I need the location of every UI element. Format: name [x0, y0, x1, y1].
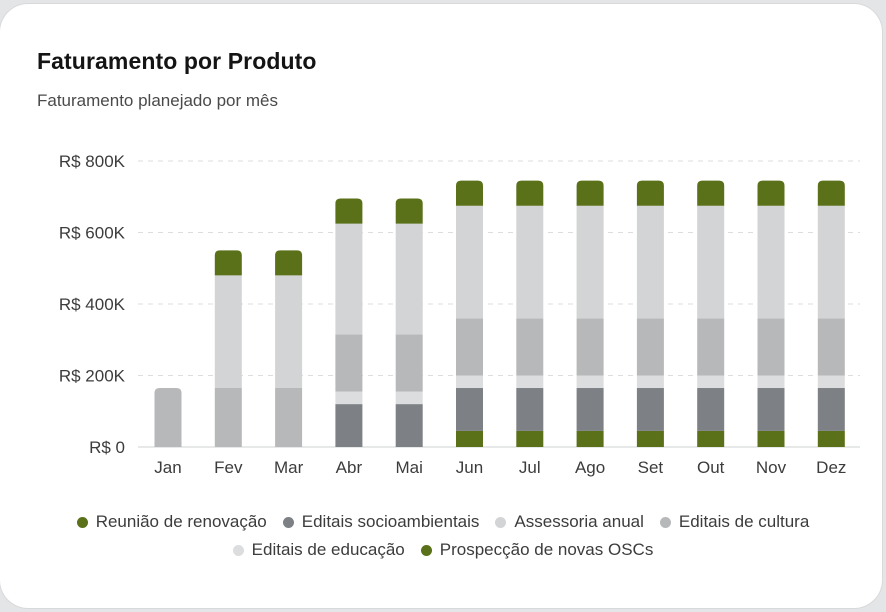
legend-swatch	[495, 516, 507, 528]
bar-segment	[636, 388, 664, 431]
bar-segment	[395, 391, 423, 405]
bar-segment	[395, 404, 423, 447]
legend-item: Prospecção de novas OSCs	[420, 540, 654, 560]
bar-segment	[697, 388, 725, 431]
legend-item: Editais de cultura	[659, 512, 810, 532]
x-tick-label: Dez	[816, 458, 846, 477]
bar-segment	[335, 404, 363, 447]
bar-segment	[395, 223, 423, 335]
legend-swatch	[76, 516, 88, 528]
bar-segment	[697, 430, 725, 447]
bar-segment	[636, 318, 664, 376]
legend-item: Reunião de renovação	[76, 512, 267, 532]
bar-segment	[516, 318, 544, 376]
bar-segment	[757, 205, 785, 319]
chart-subtitle: Faturamento planejado por mês	[37, 91, 278, 110]
x-tick-label: Fev	[214, 458, 243, 477]
legend-item: Editais de educação	[232, 540, 405, 560]
bar-segment	[456, 318, 483, 376]
bar-segment	[757, 388, 785, 431]
chart-title: Faturamento por Produto	[37, 48, 317, 74]
legend-label: Editais socioambientais	[301, 512, 480, 531]
bar-segment	[817, 375, 845, 389]
chart-card: Faturamento por Produto Faturamento plan…	[0, 4, 882, 608]
bar-segment	[576, 318, 604, 376]
bar-segment	[576, 180, 604, 206]
bar-segment	[214, 250, 242, 276]
x-tick-label: Jan	[154, 458, 181, 477]
bar-segment	[576, 430, 604, 447]
bar-segment	[817, 205, 845, 319]
bar-segment	[576, 375, 604, 389]
y-tick-label: R$ 400K	[59, 295, 126, 314]
bar-segment	[636, 430, 664, 447]
bar-segment	[576, 388, 604, 431]
bar-segment	[697, 318, 725, 376]
x-tick-label: Mar	[274, 458, 304, 477]
bar-segment	[817, 430, 845, 447]
bar-segment	[697, 180, 725, 206]
bar-segment	[516, 388, 544, 431]
chart-legend: Reunião de renovação Editais socioambient…	[40, 512, 846, 560]
bar-segment	[516, 205, 544, 319]
legend-swatch	[420, 544, 432, 556]
bar-segment	[154, 388, 182, 447]
legend-swatch	[659, 516, 671, 528]
legend-label: Assessoria anual	[514, 512, 644, 531]
bar-segment	[214, 275, 242, 389]
bar-segment	[636, 180, 664, 206]
bar-segment	[395, 334, 423, 392]
bar-segment	[757, 430, 785, 447]
y-tick-label: R$ 800K	[59, 152, 126, 171]
bar-segment	[214, 388, 242, 447]
x-tick-label: Ago	[575, 458, 605, 477]
x-tick-label: Abr	[336, 458, 363, 477]
legend-label: Editais de educação	[251, 540, 405, 559]
bar-segment	[516, 430, 544, 447]
x-tick-label: Set	[638, 458, 664, 477]
bar-segment	[456, 430, 483, 447]
legend-swatch	[232, 544, 244, 556]
legend-label: Editais de cultura	[678, 512, 810, 531]
x-tick-label: Jun	[456, 458, 483, 477]
bar-segment	[697, 205, 725, 319]
y-tick-label: R$ 0	[89, 438, 125, 457]
bar-segment	[817, 388, 845, 431]
bar-segment	[697, 375, 725, 389]
bar-segment	[636, 205, 664, 319]
y-tick-label: R$ 600K	[59, 224, 126, 243]
bar-segment	[516, 375, 544, 389]
x-tick-label: Nov	[756, 458, 787, 477]
bar-segment	[576, 205, 604, 319]
x-tick-label: Out	[697, 458, 725, 477]
bar-segment	[275, 388, 303, 447]
bar-segment	[456, 205, 483, 319]
legend-item: Editais socioambientais	[282, 512, 480, 532]
bar-segment	[757, 318, 785, 376]
x-tick-label: Mai	[395, 458, 422, 477]
bar-segment	[456, 375, 483, 389]
bar-segment	[335, 198, 363, 224]
legend-label: Prospecção de novas OSCs	[439, 540, 654, 559]
bar-segment	[757, 375, 785, 389]
bar-segment	[817, 180, 845, 206]
bar-segment	[817, 318, 845, 376]
legend-swatch	[282, 516, 294, 528]
legend-label: Reunião de renovação	[95, 512, 267, 531]
bar-segment	[395, 198, 423, 224]
bar-segment	[335, 334, 363, 392]
bar-segment	[636, 375, 664, 389]
y-tick-label: R$ 200K	[59, 367, 126, 386]
bar-segment	[456, 180, 483, 206]
bar-segment	[757, 180, 785, 206]
bar-segment	[275, 275, 303, 389]
bar-segment	[275, 250, 303, 276]
bar-segment	[456, 388, 483, 431]
legend-item: Assessoria anual	[495, 512, 644, 532]
x-tick-label: Jul	[519, 458, 541, 477]
bar-segment	[516, 180, 544, 206]
bar-segment	[335, 391, 363, 405]
bar-segment	[335, 223, 363, 335]
